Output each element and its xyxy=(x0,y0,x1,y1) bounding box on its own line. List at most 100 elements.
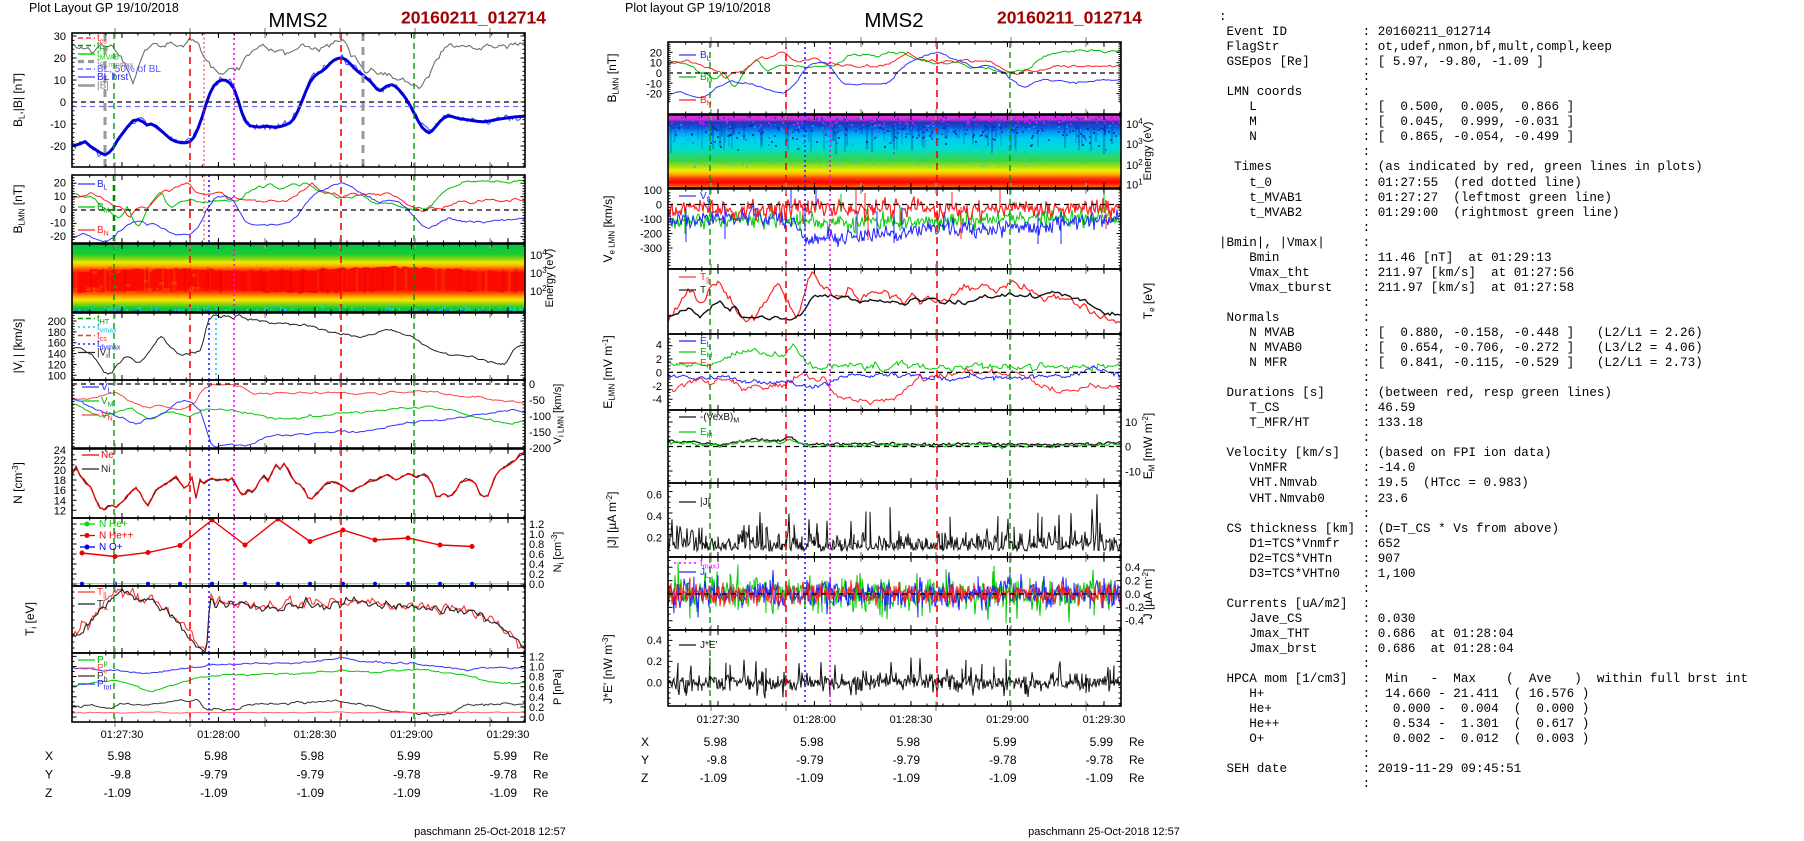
svg-text:14: 14 xyxy=(54,495,66,507)
svg-text:20: 20 xyxy=(650,47,662,59)
svg-text:-9.78: -9.78 xyxy=(1086,753,1114,767)
svg-text:-1.09: -1.09 xyxy=(989,771,1017,785)
svg-text:5.98: 5.98 xyxy=(800,735,824,749)
svg-text:0.8: 0.8 xyxy=(529,672,544,684)
svg-text:-10: -10 xyxy=(1125,467,1141,479)
svg-text:-2: -2 xyxy=(652,381,662,393)
svg-text:Energy (eV): Energy (eV) xyxy=(1142,122,1154,181)
svg-text:160: 160 xyxy=(48,338,66,350)
svg-text:5.99: 5.99 xyxy=(993,735,1017,749)
svg-text:Ni: Ni xyxy=(101,464,110,475)
svg-text:Z: Z xyxy=(45,786,52,800)
svg-text:5.98: 5.98 xyxy=(704,735,728,749)
svg-text:-0.4: -0.4 xyxy=(1125,616,1144,628)
svg-text:Re: Re xyxy=(533,786,549,800)
svg-text:0.2: 0.2 xyxy=(1125,575,1140,587)
svg-text:-20: -20 xyxy=(50,141,66,153)
svg-text:0: 0 xyxy=(1125,442,1131,454)
svg-text:EL​: EL​ xyxy=(700,336,711,349)
svg-text:-20: -20 xyxy=(646,89,662,101)
svg-text:BL brst: BL brst xyxy=(97,72,129,83)
svg-text:paschmann 25-Oct-2018 12:57: paschmann 25-Oct-2018 12:57 xyxy=(1028,826,1180,838)
svg-text:|J|: |J| xyxy=(700,497,710,508)
svg-text:Ti​ [eV]: Ti​ [eV] xyxy=(23,602,39,636)
svg-text:140: 140 xyxy=(48,349,66,361)
svg-text:EM​ [mW m-2​]: EM​ [mW m-2​] xyxy=(1141,413,1157,479)
svg-text:T||: T|| xyxy=(97,587,107,600)
svg-text:P [nPa]: P [nPa] xyxy=(552,669,564,705)
svg-text:Y: Y xyxy=(641,753,649,767)
svg-text:-200: -200 xyxy=(529,443,551,455)
svg-text:BL​,|B| [nT]: BL​,|B| [nT] xyxy=(11,73,27,127)
svg-text:Z: Z xyxy=(641,771,648,785)
svg-text:10: 10 xyxy=(54,191,66,203)
svg-text:5.98: 5.98 xyxy=(897,735,921,749)
svg-text:10: 10 xyxy=(54,75,66,87)
svg-text:-1.09: -1.09 xyxy=(796,771,824,785)
svg-text:tcs​: tcs​ xyxy=(97,33,107,46)
svg-text:-200: -200 xyxy=(640,229,662,241)
svg-text:-1.09: -1.09 xyxy=(1086,771,1114,785)
svg-text:J [µA m-2​]: J [µA m-2​] xyxy=(1141,569,1155,620)
svg-text:-300: -300 xyxy=(640,243,662,255)
svg-text:-9.79: -9.79 xyxy=(297,768,325,782)
svg-text:5.99: 5.99 xyxy=(494,749,518,763)
svg-text:Re: Re xyxy=(533,749,549,763)
svg-text:-1.09: -1.09 xyxy=(200,786,228,800)
svg-text:0.4: 0.4 xyxy=(647,511,662,523)
svg-text:-1.09: -1.09 xyxy=(490,786,518,800)
svg-text:200: 200 xyxy=(48,316,66,328)
svg-text:4: 4 xyxy=(656,340,662,352)
svg-text:01:29:00: 01:29:00 xyxy=(986,714,1029,726)
svg-text:0.0: 0.0 xyxy=(529,579,544,591)
svg-text:Pp​: Pp​ xyxy=(97,655,108,668)
svg-text:01:28:30: 01:28:30 xyxy=(294,729,337,741)
svg-text:1.2: 1.2 xyxy=(529,519,544,531)
svg-text:0.0: 0.0 xyxy=(647,677,662,689)
svg-text:5.98: 5.98 xyxy=(301,749,325,763)
svg-text:10: 10 xyxy=(650,58,662,70)
svg-text:5.99: 5.99 xyxy=(397,749,421,763)
svg-text:20: 20 xyxy=(54,177,66,189)
svg-text:-9.8: -9.8 xyxy=(110,768,131,782)
svg-text:-1.09: -1.09 xyxy=(104,786,132,800)
svg-text:01:29:30: 01:29:30 xyxy=(487,729,530,741)
svg-text:Re: Re xyxy=(1129,771,1145,785)
svg-text:BL, 50% of BL: BL, 50% of BL xyxy=(97,64,161,75)
svg-text:-9.78: -9.78 xyxy=(989,753,1017,767)
svg-text:0.2: 0.2 xyxy=(529,702,544,714)
svg-text:120: 120 xyxy=(48,359,66,371)
svg-text:-4: -4 xyxy=(652,394,662,406)
svg-text:X: X xyxy=(45,749,53,763)
svg-text:-1.09: -1.09 xyxy=(393,786,421,800)
svg-text:100: 100 xyxy=(48,370,66,382)
svg-text:-(VexB)M: -(VexB)M xyxy=(700,412,739,425)
svg-text:0.4: 0.4 xyxy=(1125,562,1140,574)
svg-text:VL​: VL​ xyxy=(700,191,711,204)
svg-text:-20: -20 xyxy=(50,231,66,243)
svg-text:BL​: BL​ xyxy=(97,179,108,192)
svg-text:paschmann 25-Oct-2018 12:57: paschmann 25-Oct-2018 12:57 xyxy=(414,826,566,838)
svg-text:Pe​: Pe​ xyxy=(97,663,108,676)
svg-text:01:28:00: 01:28:00 xyxy=(793,714,836,726)
svg-text:5.98: 5.98 xyxy=(204,749,228,763)
svg-text:0.2: 0.2 xyxy=(529,569,544,581)
svg-text:0.6: 0.6 xyxy=(647,490,662,502)
svg-text:|J| [µA m-2​]: |J| [µA m-2​] xyxy=(605,492,619,549)
svg-text:|Vi​ | [km/s]: |Vi​ | [km/s] xyxy=(11,319,27,374)
svg-text:BN​: BN​ xyxy=(700,95,712,108)
svg-text:Pb​: Pb​ xyxy=(97,671,108,684)
svg-text:5.99: 5.99 xyxy=(1090,735,1114,749)
svg-text:N He++: N He++ xyxy=(99,531,134,542)
svg-text:5.98: 5.98 xyxy=(108,749,132,763)
svg-text:BLMN​ [nT]: BLMN​ [nT] xyxy=(605,54,621,103)
svg-text:-100: -100 xyxy=(529,411,551,423)
svg-text:20: 20 xyxy=(54,53,66,65)
svg-text:0.4: 0.4 xyxy=(529,559,544,571)
svg-text:0: 0 xyxy=(60,204,66,216)
svg-text:Re: Re xyxy=(533,768,549,782)
svg-text:0.4: 0.4 xyxy=(529,692,544,704)
svg-text:-150: -150 xyxy=(529,427,551,439)
svg-text:MMS2: MMS2 xyxy=(864,9,923,32)
svg-text:20160211_012714: 20160211_012714 xyxy=(997,8,1142,28)
